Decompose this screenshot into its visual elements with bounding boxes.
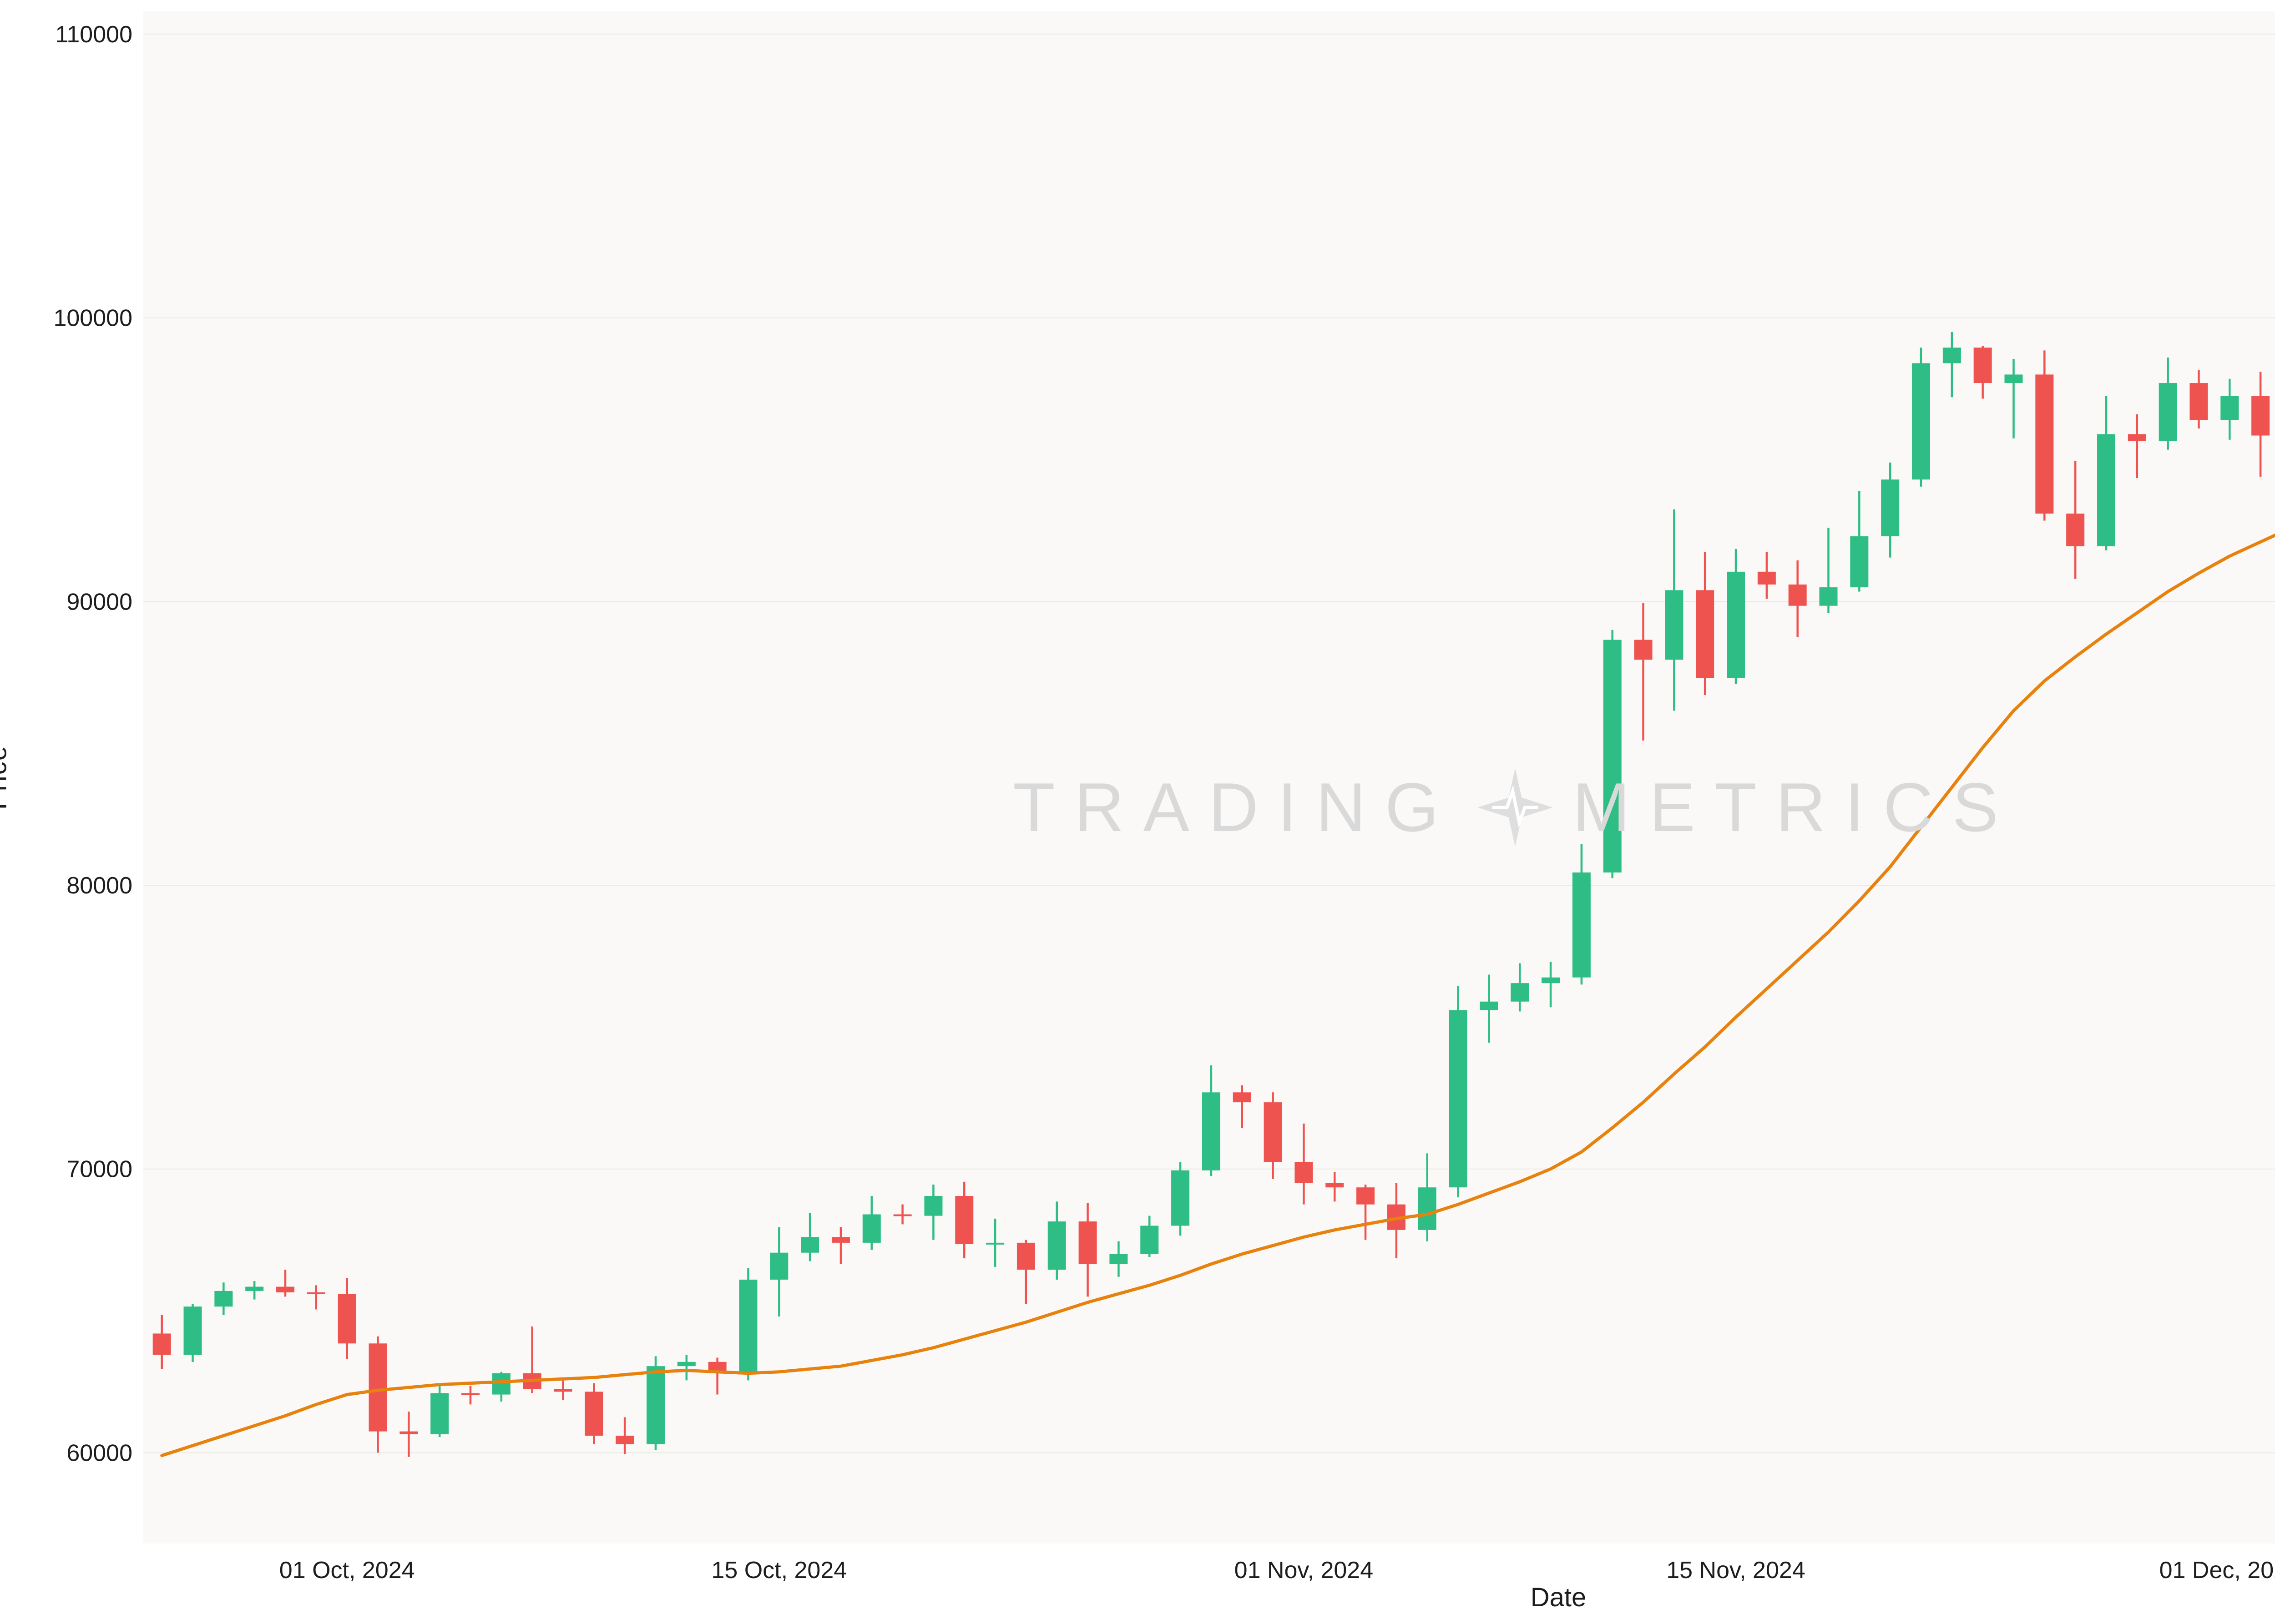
candle[interactable] xyxy=(1449,986,1467,1198)
candle[interactable] xyxy=(862,1195,881,1250)
candle[interactable] xyxy=(1912,348,1931,487)
candle[interactable] xyxy=(1788,560,1807,637)
candle[interactable] xyxy=(492,1372,511,1402)
candle[interactable] xyxy=(2159,357,2177,450)
x-tick-label: 01 Oct, 2024 xyxy=(279,1557,415,1584)
candle[interactable] xyxy=(183,1303,202,1362)
candle[interactable] xyxy=(955,1181,974,1259)
candle[interactable] xyxy=(1973,346,1992,399)
candle[interactable] xyxy=(986,1218,1005,1267)
candle[interactable] xyxy=(1325,1171,1344,1202)
candle[interactable] xyxy=(1881,462,1900,558)
candle[interactable] xyxy=(2004,359,2023,439)
candle[interactable] xyxy=(708,1357,727,1395)
watermark: TRADING METRICS xyxy=(1013,767,2017,848)
candle[interactable] xyxy=(677,1355,696,1381)
candle[interactable] xyxy=(1109,1241,1128,1277)
candle[interactable] xyxy=(1942,332,1961,398)
candle[interactable] xyxy=(1202,1065,1220,1176)
candle[interactable] xyxy=(430,1383,449,1437)
candle[interactable] xyxy=(1727,549,1745,684)
candle[interactable] xyxy=(585,1383,603,1444)
candle[interactable] xyxy=(2251,372,2270,477)
y-tick-label: 90000 xyxy=(66,589,132,615)
y-tick-label: 60000 xyxy=(66,1440,132,1466)
candle[interactable] xyxy=(1665,509,1684,711)
x-tick-label: 15 Nov, 2024 xyxy=(1666,1557,1805,1584)
candle[interactable] xyxy=(924,1185,943,1240)
candle[interactable] xyxy=(1819,528,1838,613)
candle[interactable] xyxy=(1542,962,1560,1008)
y-tick-label: 80000 xyxy=(66,873,132,899)
candle[interactable] xyxy=(2066,461,2085,579)
candle[interactable] xyxy=(739,1268,758,1381)
watermark-text-right: METRICS xyxy=(1572,768,2017,846)
candle[interactable] xyxy=(152,1315,171,1369)
watermark-text-left: TRADING xyxy=(1013,768,1458,846)
candle[interactable] xyxy=(1696,552,1714,696)
candle[interactable] xyxy=(245,1281,264,1300)
candle[interactable] xyxy=(2220,378,2239,440)
candle[interactable] xyxy=(831,1227,850,1264)
candle[interactable] xyxy=(1850,491,1869,592)
candle[interactable] xyxy=(1603,630,1622,878)
candle[interactable] xyxy=(2097,396,2115,551)
candle[interactable] xyxy=(1140,1215,1159,1257)
candle[interactable] xyxy=(1078,1203,1097,1297)
candle[interactable] xyxy=(1047,1201,1066,1280)
candle[interactable] xyxy=(399,1411,418,1457)
candle[interactable] xyxy=(2189,370,2208,429)
sma-line xyxy=(160,533,2275,1458)
candle[interactable] xyxy=(801,1213,819,1261)
candle[interactable] xyxy=(1480,974,1498,1043)
x-tick-label: 01 Dec, 2024 xyxy=(2159,1557,2275,1584)
candle[interactable] xyxy=(2128,414,2146,478)
candle[interactable] xyxy=(214,1282,233,1315)
candle[interactable] xyxy=(461,1386,480,1405)
candle[interactable] xyxy=(2035,350,2054,521)
x-tick-label: 15 Oct, 2024 xyxy=(711,1557,847,1584)
x-tick-label: 01 Nov, 2024 xyxy=(1234,1557,1373,1584)
candle[interactable] xyxy=(616,1417,634,1454)
candle[interactable] xyxy=(276,1270,295,1297)
candle[interactable] xyxy=(1511,963,1529,1012)
y-tick-label: 110000 xyxy=(55,21,132,48)
candle[interactable] xyxy=(1572,844,1591,985)
candle[interactable] xyxy=(1757,552,1776,599)
candle[interactable] xyxy=(307,1285,325,1310)
candle[interactable] xyxy=(1356,1185,1375,1240)
candle[interactable] xyxy=(1418,1153,1436,1241)
candle[interactable] xyxy=(554,1377,572,1401)
candle[interactable] xyxy=(1016,1240,1035,1304)
candle[interactable] xyxy=(1294,1123,1313,1205)
y-tick-label: 70000 xyxy=(66,1156,132,1183)
candle[interactable] xyxy=(1264,1092,1282,1179)
pulse-star-icon xyxy=(1477,768,1553,847)
plot-area[interactable] xyxy=(143,11,2275,1543)
candle[interactable] xyxy=(770,1227,789,1317)
x-axis-title: Date xyxy=(1530,1583,1587,1612)
candle[interactable] xyxy=(1634,603,1653,741)
candle[interactable] xyxy=(369,1336,387,1453)
candle[interactable] xyxy=(338,1278,356,1359)
y-tick-label: 100000 xyxy=(53,305,132,332)
y-axis-title: Price xyxy=(0,745,12,810)
candle[interactable] xyxy=(1171,1162,1190,1236)
candle[interactable] xyxy=(893,1204,912,1225)
candle[interactable] xyxy=(1233,1085,1251,1128)
